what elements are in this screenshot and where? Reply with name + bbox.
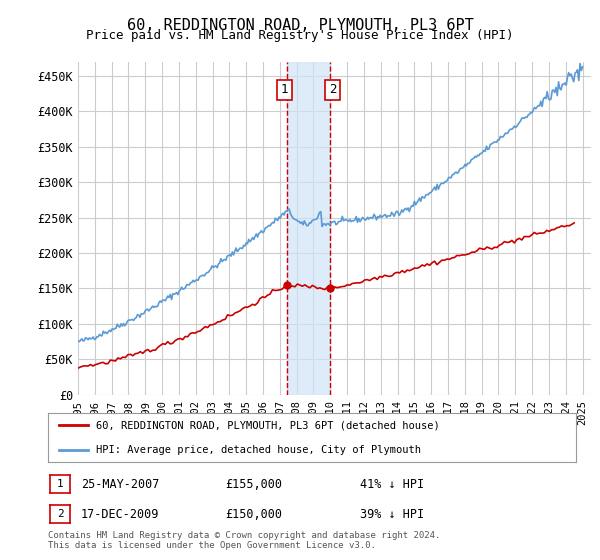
Text: 2: 2 (56, 509, 64, 519)
Text: £155,000: £155,000 (225, 478, 282, 491)
Text: 60, REDDINGTON ROAD, PLYMOUTH, PL3 6PT (detached house): 60, REDDINGTON ROAD, PLYMOUTH, PL3 6PT (… (95, 420, 439, 430)
Text: 2: 2 (329, 83, 337, 96)
Text: £150,000: £150,000 (225, 507, 282, 521)
Text: 60, REDDINGTON ROAD, PLYMOUTH, PL3 6PT: 60, REDDINGTON ROAD, PLYMOUTH, PL3 6PT (127, 18, 473, 33)
Text: Price paid vs. HM Land Registry's House Price Index (HPI): Price paid vs. HM Land Registry's House … (86, 29, 514, 42)
Bar (287, 62, 329, 395)
Text: 17-DEC-2009: 17-DEC-2009 (81, 507, 160, 521)
Text: 39% ↓ HPI: 39% ↓ HPI (360, 507, 424, 521)
Text: HPI: Average price, detached house, City of Plymouth: HPI: Average price, detached house, City… (95, 445, 421, 455)
Text: 41% ↓ HPI: 41% ↓ HPI (360, 478, 424, 491)
Text: 25-MAY-2007: 25-MAY-2007 (81, 478, 160, 491)
Text: 1: 1 (56, 479, 64, 489)
Text: 1: 1 (280, 83, 288, 96)
Text: Contains HM Land Registry data © Crown copyright and database right 2024.
This d: Contains HM Land Registry data © Crown c… (48, 530, 440, 550)
